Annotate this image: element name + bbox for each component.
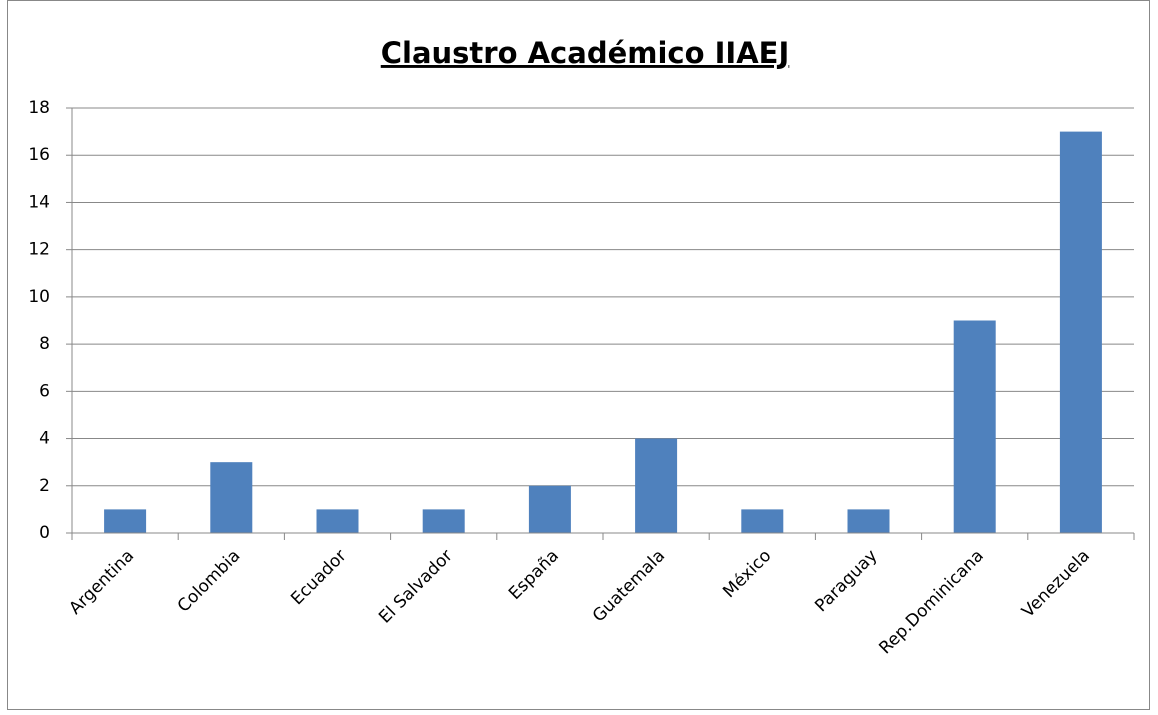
bar (847, 509, 890, 533)
y-tick-label: 14 (28, 192, 50, 212)
y-tick-label: 6 (39, 381, 50, 401)
y-tick-label: 12 (28, 240, 50, 260)
y-tick-label: 0 (39, 523, 50, 543)
y-tick-label: 18 (28, 98, 50, 118)
bar (422, 509, 465, 533)
bar (104, 509, 147, 533)
y-tick-label: 10 (28, 287, 50, 307)
y-tick-label: 2 (39, 476, 50, 496)
bar (210, 462, 253, 533)
bar (528, 485, 571, 533)
bar (953, 320, 996, 533)
bar (741, 509, 784, 533)
bar (635, 438, 678, 533)
y-tick-label: 16 (28, 145, 50, 165)
chart-title: Claustro Académico IIAEJ (381, 36, 790, 70)
bar (1059, 131, 1102, 533)
y-tick-label: 8 (39, 334, 50, 354)
y-tick-label: 4 (39, 429, 50, 449)
bar (316, 509, 359, 533)
